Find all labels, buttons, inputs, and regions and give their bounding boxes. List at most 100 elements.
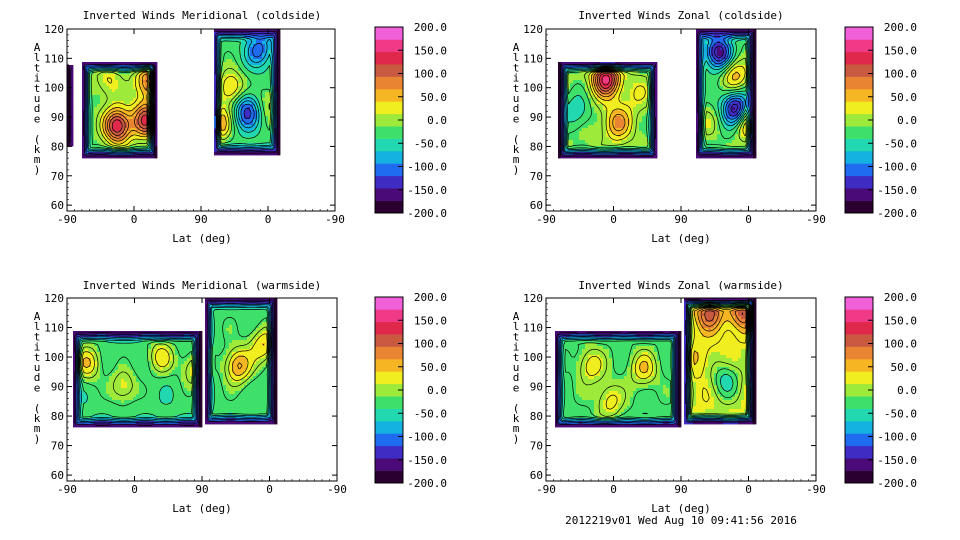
- heatmap-cell: [723, 92, 727, 96]
- heatmap-cell: [585, 137, 589, 141]
- heatmap-cell: [262, 125, 266, 129]
- heatmap-cell: [729, 95, 733, 99]
- heatmap-cell: [232, 131, 236, 135]
- heatmap-cell: [627, 68, 631, 72]
- heatmap-cell: [717, 107, 721, 111]
- heatmap-cell: [226, 44, 230, 48]
- heatmap-cell: [223, 352, 227, 356]
- heatmap-cell: [741, 80, 745, 84]
- heatmap-cell: [654, 101, 658, 105]
- heatmap-cell: [205, 319, 209, 323]
- heatmap-cell: [94, 101, 98, 105]
- heatmap-cell: [609, 104, 613, 108]
- x-tick-label: 90: [194, 213, 207, 226]
- heatmap-cell: [112, 122, 116, 126]
- heatmap-cell: [277, 47, 281, 51]
- heatmap-cell: [630, 143, 634, 147]
- heatmap-cell: [277, 44, 281, 48]
- heatmap-cell: [642, 155, 646, 159]
- heatmap-cell: [118, 349, 122, 353]
- heatmap-cell: [223, 95, 227, 99]
- heatmap-cell: [259, 307, 263, 311]
- heatmap-cell: [564, 119, 568, 123]
- heatmap-cell: [67, 134, 71, 138]
- heatmap-cell: [744, 152, 748, 156]
- heatmap-cell: [238, 116, 242, 120]
- heatmap-cell: [226, 59, 230, 63]
- heatmap-cell: [636, 143, 640, 147]
- heatmap-cell: [247, 328, 251, 332]
- heatmap-cell: [579, 92, 583, 96]
- heatmap-cell: [106, 343, 110, 347]
- heatmap-cell: [100, 62, 104, 66]
- heatmap-cell: [591, 131, 595, 135]
- heatmap-cell: [148, 349, 152, 353]
- heatmap-cell: [226, 131, 230, 135]
- heatmap-cell: [753, 143, 757, 147]
- heatmap-cell: [100, 140, 104, 144]
- heatmap-cell: [238, 304, 242, 308]
- heatmap-cell: [606, 107, 610, 111]
- heatmap-cell: [576, 143, 580, 147]
- heatmap-cell: [229, 137, 233, 141]
- heatmap-cell: [277, 89, 281, 93]
- heatmap-cell: [70, 77, 74, 81]
- heatmap-cell: [256, 143, 260, 147]
- heatmap-cell: [109, 352, 113, 356]
- heatmap-cell: [274, 29, 278, 33]
- heatmap-cell: [753, 125, 757, 129]
- heatmap-cell: [699, 35, 703, 39]
- heatmap-cell: [732, 62, 736, 66]
- heatmap-cell: [103, 352, 107, 356]
- heatmap-cell: [702, 89, 706, 93]
- y-axis-label-char: ): [513, 163, 520, 176]
- heatmap-cell: [603, 71, 607, 75]
- heatmap-cell: [109, 134, 113, 138]
- heatmap-cell: [256, 89, 260, 93]
- heatmap-cell: [238, 80, 242, 84]
- heatmap-cell: [223, 29, 227, 33]
- heatmap-cell: [109, 131, 113, 135]
- heatmap-cell: [582, 125, 586, 129]
- heatmap-cell: [235, 104, 239, 108]
- heatmap-cell: [121, 358, 125, 362]
- heatmap-cell: [639, 113, 643, 117]
- heatmap-cell: [130, 92, 134, 96]
- heatmap-cell: [100, 149, 104, 153]
- heatmap-cell: [100, 346, 104, 350]
- heatmap-cell: [570, 101, 574, 105]
- heatmap-cell: [612, 113, 616, 117]
- heatmap-cell: [630, 74, 634, 78]
- heatmap-cell: [711, 110, 715, 114]
- heatmap-cell: [109, 358, 113, 362]
- heatmap-cell: [621, 89, 625, 93]
- heatmap-cell: [229, 47, 233, 51]
- heatmap-cell: [573, 137, 577, 141]
- heatmap-cell: [753, 110, 757, 114]
- y-axis-label-char: k: [513, 143, 520, 156]
- heatmap-cell: [253, 86, 257, 90]
- heatmap-cell: [588, 86, 592, 90]
- heatmap-cell: [558, 119, 562, 123]
- heatmap-cell: [253, 62, 257, 66]
- heatmap-cell: [241, 298, 245, 302]
- heatmap-cell: [121, 113, 125, 117]
- heatmap-cell: [235, 131, 239, 135]
- heatmap-cell: [588, 98, 592, 102]
- heatmap-cell: [259, 101, 263, 105]
- heatmap-cell: [100, 80, 104, 84]
- heatmap-cell: [223, 32, 227, 36]
- heatmap-cell: [609, 74, 613, 78]
- heatmap-cell: [648, 65, 652, 69]
- heatmap-cell: [711, 74, 715, 78]
- heatmap-cell: [705, 98, 709, 102]
- heatmap-cell: [244, 125, 248, 129]
- heatmap-cell: [573, 125, 577, 129]
- heatmap-cell: [241, 122, 245, 126]
- heatmap-cell: [238, 313, 242, 317]
- heatmap-cell: [621, 143, 625, 147]
- heatmap-cell: [139, 122, 143, 126]
- heatmap-cell: [612, 128, 616, 132]
- heatmap-cell: [226, 304, 230, 308]
